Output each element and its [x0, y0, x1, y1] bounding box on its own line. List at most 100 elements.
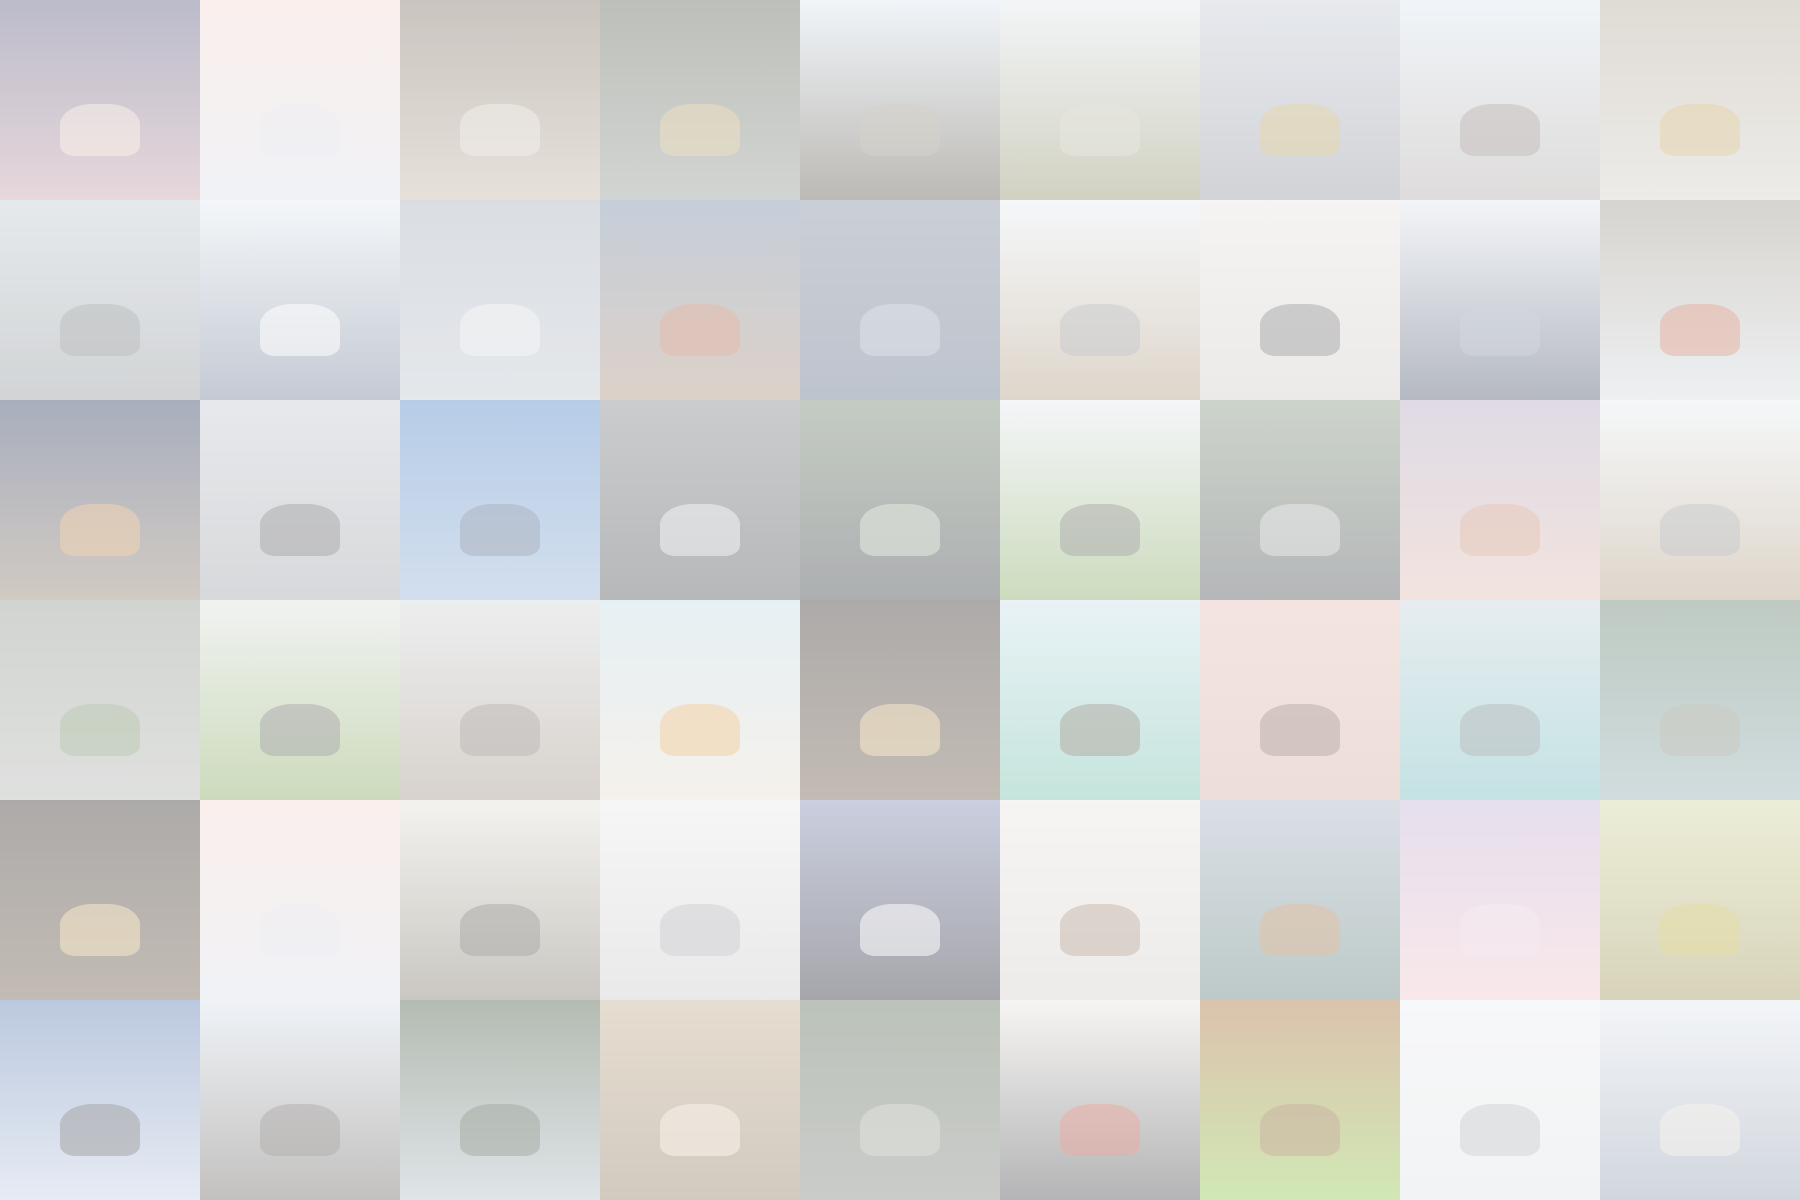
- hiker-mountain-icon: [1200, 800, 1400, 1000]
- mosaic-tile: [600, 0, 800, 200]
- mosaic-tile: [1200, 1000, 1400, 1200]
- mosaic-tile: [1400, 600, 1600, 800]
- photo-subject-shape: [60, 304, 140, 356]
- mosaic-tile: [1600, 600, 1800, 800]
- mosaic-tile: [1000, 800, 1200, 1000]
- photo-subject-shape: [460, 104, 540, 156]
- swing-silhouette-icon: [1400, 0, 1600, 200]
- mosaic-tile: [400, 200, 600, 400]
- skateboard-icon: [1400, 1000, 1600, 1200]
- photo-subject-shape: [660, 904, 740, 956]
- photo-subject-shape: [60, 104, 140, 156]
- photo-subject-shape: [60, 504, 140, 556]
- mosaic-tile: [400, 0, 600, 200]
- river-rafting-icon: [1600, 0, 1800, 200]
- photo-subject-shape: [1660, 504, 1740, 556]
- photo-subject-shape: [460, 504, 540, 556]
- rainy-walkway-icon: [0, 600, 200, 800]
- photo-subject-shape: [1460, 304, 1540, 356]
- motorcycle-icon: [200, 400, 400, 600]
- photo-subject-shape: [1460, 1104, 1540, 1156]
- string-lights-street-icon: [800, 600, 1000, 800]
- photo-subject-shape: [460, 904, 540, 956]
- mosaic-tile: [400, 400, 600, 600]
- mosaic-tile: [1600, 1000, 1800, 1200]
- grassy-hill-icon: [1000, 0, 1200, 200]
- mosaic-tile: [0, 1000, 200, 1200]
- mosaic-tile: [1200, 600, 1400, 800]
- photo-subject-shape: [1060, 1104, 1140, 1156]
- lake-wader-icon: [400, 400, 600, 600]
- mosaic-tile: [600, 600, 800, 800]
- car-window-feet-icon: [1200, 400, 1400, 600]
- photo-subject-shape: [1060, 304, 1140, 356]
- mosaic-tile: [800, 200, 1000, 400]
- mosaic-tile: [1000, 0, 1200, 200]
- night-camper-icon: [0, 400, 200, 600]
- dog-canoe-icon: [600, 400, 800, 600]
- photo-subject-shape: [660, 504, 740, 556]
- mosaic-tile: [1200, 200, 1400, 400]
- foggy-shore-icon: [600, 800, 800, 1000]
- photo-subject-shape: [1260, 704, 1340, 756]
- pastel-sky-icon: [1400, 800, 1600, 1000]
- photo-subject-shape: [260, 304, 340, 356]
- mosaic-tile: [0, 200, 200, 400]
- reading-room-icon: [600, 1000, 800, 1200]
- pink-wall-climber-icon: [1200, 600, 1400, 800]
- snowy-mountain-icon: [400, 200, 600, 400]
- mosaic-tile: [0, 0, 200, 200]
- photo-subject-shape: [1460, 704, 1540, 756]
- photo-subject-shape: [260, 504, 340, 556]
- canyon-hiker-icon: [800, 1000, 1000, 1200]
- mosaic-tile: [200, 200, 400, 400]
- mosaic-tile: [0, 400, 200, 600]
- mosaic-tile: [800, 1000, 1000, 1200]
- cliff-jumper-icon: [0, 1000, 200, 1200]
- mountain-lake-icon: [1400, 600, 1600, 800]
- photo-subject-shape: [1660, 704, 1740, 756]
- rock-climber-icon: [1600, 200, 1800, 400]
- photo-subject-shape: [860, 104, 940, 156]
- mosaic-tile: [200, 600, 400, 800]
- photo-subject-shape: [260, 104, 340, 156]
- mosaic-tile: [1600, 0, 1800, 200]
- photo-subject-shape: [1060, 104, 1140, 156]
- mosaic-tile: [200, 400, 400, 600]
- mosaic-tile: [400, 600, 600, 800]
- photo-subject-shape: [460, 304, 540, 356]
- mosaic-tile: [600, 1000, 800, 1200]
- mosaic-tile: [1000, 200, 1200, 400]
- photo-subject-shape: [860, 504, 940, 556]
- rocky-coast-icon: [1000, 200, 1200, 400]
- photo-subject-shape: [660, 1104, 740, 1156]
- concert-lights-icon: [800, 800, 1000, 1000]
- photo-subject-shape: [1660, 904, 1740, 956]
- phone-photo-icon: [1200, 200, 1400, 400]
- photo-subject-shape: [1660, 1104, 1740, 1156]
- photo-subject-shape: [660, 104, 740, 156]
- rocky-coast-icon: [1600, 400, 1800, 600]
- photo-subject-shape: [860, 904, 940, 956]
- mosaic-tile: [1600, 400, 1800, 600]
- photo-subject-shape: [1260, 304, 1340, 356]
- autumn-forest-icon: [1600, 800, 1800, 1000]
- foggy-beach-icon: [400, 600, 600, 800]
- mosaic-tile: [1200, 400, 1400, 600]
- mosaic-tile: [1000, 1000, 1200, 1200]
- mosaic-tile: [1400, 1000, 1600, 1200]
- instant-camera-icon: [1000, 800, 1200, 1000]
- hot-air-balloons-icon: [1400, 200, 1600, 400]
- photo-subject-shape: [660, 704, 740, 756]
- photo-subject-shape: [1260, 904, 1340, 956]
- surfboards-beach-icon: [600, 600, 800, 800]
- mosaic-tile: [600, 400, 800, 600]
- photo-subject-shape: [260, 704, 340, 756]
- photo-subject-shape: [1460, 104, 1540, 156]
- photo-subject-shape: [1060, 704, 1140, 756]
- mosaic-tile: [0, 600, 200, 800]
- red-truck-road-icon: [1000, 1000, 1200, 1200]
- race-medal-icon: [1200, 0, 1400, 200]
- aerial-tent-icon: [0, 0, 200, 200]
